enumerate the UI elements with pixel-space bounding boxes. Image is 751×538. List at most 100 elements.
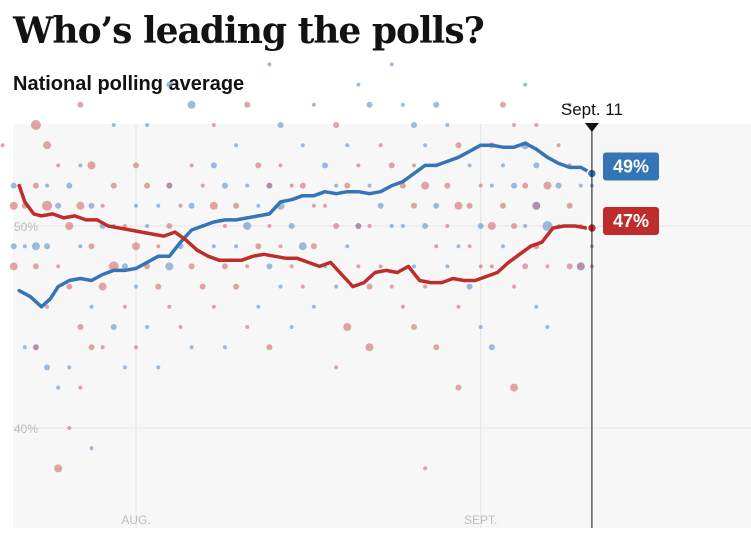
poll-dot (411, 324, 417, 330)
poll-dot (334, 284, 339, 289)
poll-dot (255, 162, 262, 169)
poll-dot (423, 143, 428, 148)
poll-dot (88, 344, 95, 351)
poll-dot (377, 202, 384, 209)
poll-dot (9, 201, 18, 210)
poll-dot (66, 283, 73, 290)
poll-dot (165, 262, 174, 271)
poll-dot (478, 325, 483, 329)
poll-dot (256, 304, 261, 309)
poll-dot (489, 183, 494, 188)
poll-dot (433, 344, 440, 351)
poll-dot (43, 141, 52, 150)
poll-dot (477, 223, 484, 229)
poll-dot (311, 304, 316, 309)
poll-dot (555, 182, 562, 189)
poll-dot (532, 201, 541, 210)
poll-dot (467, 163, 472, 168)
poll-dot (299, 182, 306, 189)
poll-dot (278, 163, 283, 168)
poll-dot (100, 345, 105, 350)
poll-dot (78, 244, 83, 249)
poll-dot (454, 201, 463, 210)
poll-dot (456, 244, 461, 249)
poll-dot (422, 223, 429, 229)
poll-dot (210, 162, 217, 169)
poll-dot (578, 183, 583, 188)
poll-dot (512, 284, 517, 289)
red-average-line (17, 183, 594, 289)
poll-dot (545, 264, 550, 269)
poll-dot (111, 123, 116, 127)
poll-dot (178, 325, 183, 329)
poll-dot (300, 143, 305, 148)
poll-dot (566, 202, 573, 209)
poll-dot (345, 143, 350, 148)
poll-dot (89, 304, 94, 309)
poll-dot (523, 82, 528, 87)
poll-dot (466, 202, 473, 209)
poll-dot (211, 304, 216, 309)
poll-dot (88, 202, 95, 209)
poll-dot (89, 446, 94, 451)
poll-dot (234, 244, 239, 249)
poll-dot (310, 243, 317, 250)
poll-dot (45, 304, 50, 309)
poll-dot (356, 163, 361, 168)
red-end-label: 47% (613, 211, 649, 231)
poll-dot (10, 182, 17, 189)
poll-dot (412, 264, 416, 269)
poll-dot (467, 244, 472, 249)
poll-dot (145, 224, 150, 228)
poll-dot (489, 264, 494, 269)
poll-dot (411, 202, 417, 209)
poll-dot (134, 203, 138, 208)
poll-dot (288, 223, 295, 229)
chart-subtitle: National polling average (13, 73, 245, 95)
poll-dot (278, 284, 283, 289)
poll-dot (189, 345, 194, 350)
poll-dot (122, 304, 127, 309)
poll-dot (234, 143, 239, 148)
poll-dot (400, 304, 405, 309)
poll-dot (245, 183, 250, 188)
poll-dot (522, 263, 529, 270)
poll-dot (65, 222, 74, 230)
poll-dot (334, 365, 339, 370)
poll-dot (30, 120, 41, 130)
poll-dot (98, 282, 107, 291)
poll-dot (576, 262, 585, 271)
poll-dot (367, 224, 372, 228)
poll-dot (45, 183, 50, 188)
poll-dot (121, 263, 128, 270)
poll-dot (356, 264, 361, 269)
plot-background (13, 124, 751, 528)
poll-dot (267, 62, 272, 67)
poll-dot (166, 223, 173, 229)
poll-dot (222, 224, 227, 228)
poll-dot (32, 263, 39, 270)
poll-dot (487, 222, 496, 230)
poll-dot (511, 223, 518, 229)
poll-dot (156, 203, 161, 208)
poll-dot (534, 304, 539, 309)
poll-dot (87, 161, 96, 170)
poll-dot (344, 182, 351, 189)
poll-dot (523, 224, 528, 228)
poll-dot (400, 102, 405, 107)
poll-dot (132, 242, 140, 251)
poll-dot (199, 283, 206, 290)
poll-dot (367, 183, 372, 188)
poll-dot (77, 101, 84, 108)
poll-dot (211, 244, 216, 249)
poll-dot (311, 203, 316, 208)
poll-dot (200, 183, 205, 188)
blue-end-label: 49% (613, 156, 649, 176)
poll-dot (77, 324, 84, 330)
poll-dot (366, 101, 373, 108)
poll-dot (365, 343, 374, 352)
poll-dot (478, 183, 483, 188)
poll-dot (32, 344, 39, 351)
poll-dot (500, 163, 505, 168)
y-tick-label: 50% (14, 220, 38, 234)
